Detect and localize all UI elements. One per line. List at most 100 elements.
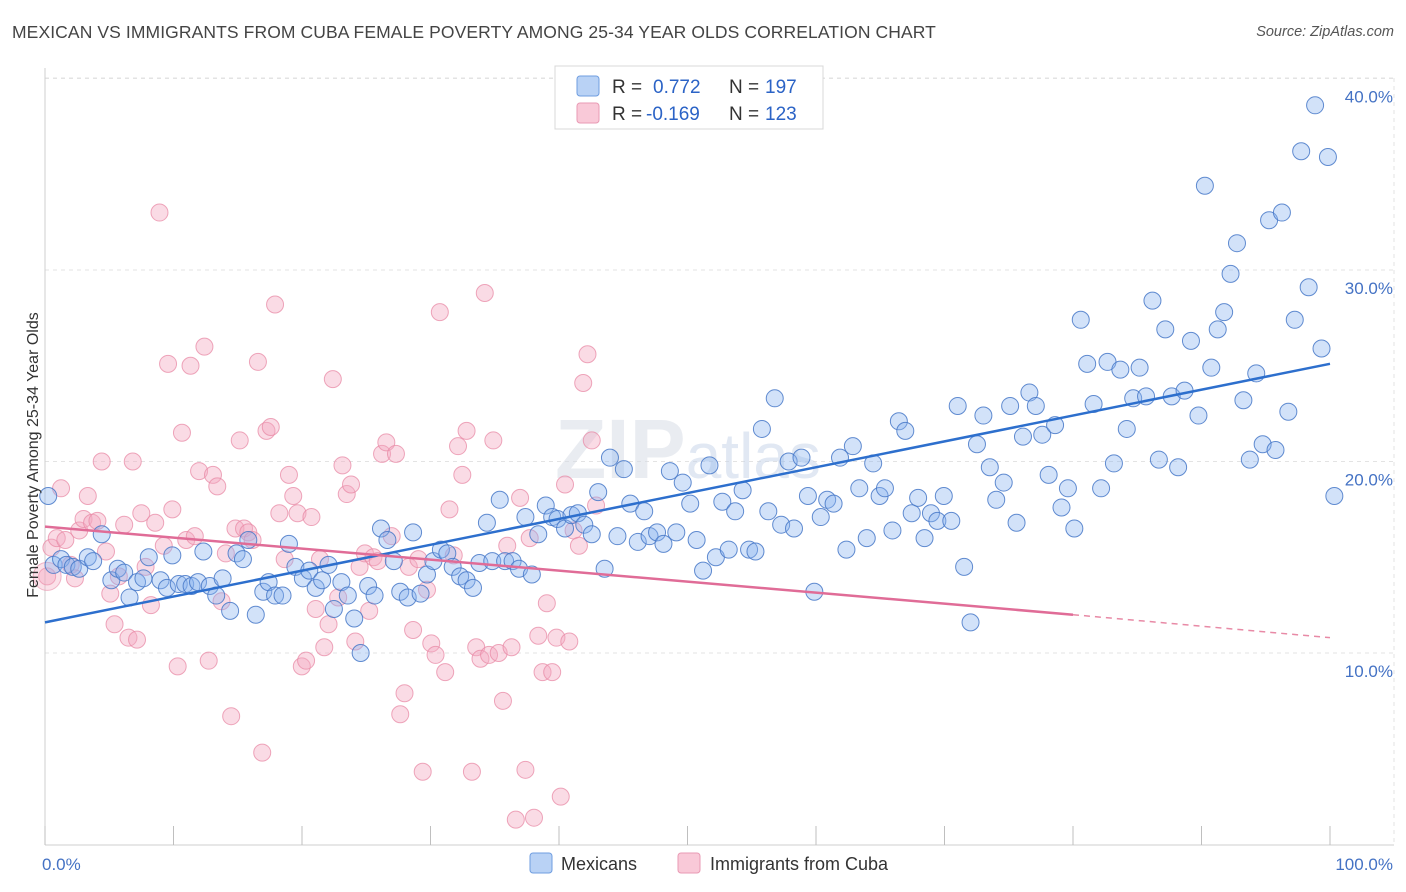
- mexicans-point-188: [1272, 203, 1291, 222]
- cuba-trend-line-extrapolated: [1072, 613, 1331, 639]
- mexicans-point-127: [875, 479, 894, 498]
- x-tick-label-1: 100.0%: [1335, 855, 1393, 874]
- mexicans-point-182: [1234, 391, 1253, 410]
- mexicans-point-23: [194, 542, 213, 561]
- mexicans-point-119: [824, 494, 843, 513]
- mexicans-point-30: [239, 531, 258, 550]
- cuba-point-17: [115, 515, 134, 534]
- mexicans-point-114: [792, 448, 811, 467]
- cuba-point-95: [462, 762, 481, 781]
- mexicans-point-122: [843, 437, 862, 456]
- mexicans-point-14: [134, 569, 153, 588]
- mexicans-point-178: [1208, 320, 1227, 339]
- cuba-point-48: [253, 743, 272, 762]
- mexicans-point-97: [681, 494, 700, 513]
- cuba-point-86: [422, 634, 441, 653]
- cuba-point-115: [551, 787, 570, 806]
- mexicans-trend-line: [44, 362, 1331, 624]
- mexicans-point-129: [889, 412, 908, 431]
- mexicans-point-73: [522, 565, 541, 584]
- mexicans-point-96: [673, 473, 692, 492]
- mexicans-point-143: [980, 458, 999, 477]
- cuba-point-67: [337, 485, 356, 504]
- mexicans-point-1: [44, 555, 63, 574]
- cuba-point-98: [475, 283, 494, 302]
- y-tick-label-3: 40.0%: [1345, 88, 1393, 107]
- mexicans-point-132: [909, 488, 928, 507]
- mexicans-point-177: [1202, 358, 1221, 377]
- cuba-point-113: [543, 663, 562, 682]
- mexicans-point-150: [1026, 396, 1045, 415]
- chart-title: MEXICAN VS IMMIGRANTS FROM CUBA FEMALE P…: [12, 22, 936, 42]
- cuba-point-51: [266, 295, 285, 314]
- cuba-point-122: [582, 431, 601, 450]
- mexicans-point-107: [746, 542, 765, 561]
- cuba-point-56: [288, 504, 307, 523]
- cuba-point-8: [74, 509, 93, 528]
- mexicans-point-55: [404, 523, 423, 542]
- bottom-swatch-cuba: [677, 852, 701, 874]
- cuba-point-75: [373, 444, 392, 463]
- mexicans-point-183: [1240, 450, 1259, 469]
- mexicans-point-148: [1013, 427, 1032, 446]
- mexicans-point-92: [648, 523, 667, 542]
- mexicans-point-151: [1033, 425, 1052, 444]
- cuba-point-116: [556, 475, 575, 494]
- cuba-point-112: [537, 594, 556, 613]
- legend-item-mexicans: Mexicans: [561, 854, 637, 874]
- cuba-point-37: [203, 465, 222, 484]
- cuba-point-27: [159, 354, 178, 373]
- mexicans-point-134: [921, 504, 940, 523]
- cuba-point-21: [132, 504, 151, 523]
- cuba-point-38: [208, 477, 227, 496]
- cuba-point-32: [181, 356, 200, 375]
- mexicans-point-90: [635, 502, 654, 521]
- mexicans-point-187: [1266, 441, 1285, 460]
- mexicans-point-100: [700, 456, 719, 475]
- mexicans-point-40: [306, 578, 325, 597]
- cuba-point-54: [279, 465, 298, 484]
- mexicans-point-8: [92, 525, 111, 544]
- cuba-point-110: [529, 626, 548, 645]
- cuba-point-84: [413, 762, 432, 781]
- mexicans-point-41: [313, 571, 332, 590]
- mexicans-point-74: [529, 525, 548, 544]
- mexicans-point-11: [115, 563, 134, 582]
- mexicans-point-47: [351, 644, 370, 662]
- cuba-point-20: [128, 630, 147, 649]
- legend-n-value-2: 123: [765, 104, 797, 125]
- cuba-point-79: [391, 705, 410, 724]
- legend-n-label-1: N =: [729, 77, 759, 98]
- mexicans-point-93: [654, 534, 673, 553]
- mexicans-point-196: [1325, 486, 1344, 505]
- mexicans-point-124: [857, 529, 876, 548]
- mexicans-point-190: [1285, 310, 1304, 329]
- cuba-point-100: [484, 431, 503, 450]
- mexicans-point-86: [608, 527, 627, 546]
- cuba-point-34: [190, 462, 209, 481]
- legend-r-label-2: R =: [612, 104, 642, 125]
- tick-labels: 10.0% 20.0% 30.0% 40.0% 0.0% 100.0%: [42, 88, 1393, 875]
- mexicans-point-139: [955, 557, 974, 576]
- legend-swatch-pink: [576, 102, 600, 124]
- mexicans-point-94: [660, 462, 679, 481]
- mexicans-point-152: [1039, 465, 1058, 484]
- cuba-point-52: [270, 504, 289, 523]
- trend-lines: [44, 362, 1331, 639]
- mexicans-point-16: [151, 571, 170, 590]
- mexicans-point-113: [785, 519, 803, 538]
- mexicans-point-136: [934, 486, 953, 505]
- mexicans-point-48: [359, 576, 378, 595]
- cuba-point-58: [297, 651, 316, 670]
- cuba-point-111: [533, 663, 552, 682]
- mexicans-point-181: [1227, 234, 1246, 253]
- cuba-point-47: [248, 352, 267, 371]
- cuba-point-40: [216, 544, 235, 563]
- mexicans-point-4: [63, 557, 82, 576]
- mexicans-point-66: [477, 513, 496, 532]
- cuba-point-41: [222, 707, 241, 726]
- mexicans-point-140: [961, 613, 980, 632]
- cuba-trend-line: [44, 525, 1074, 616]
- mexicans-point-154: [1052, 498, 1071, 517]
